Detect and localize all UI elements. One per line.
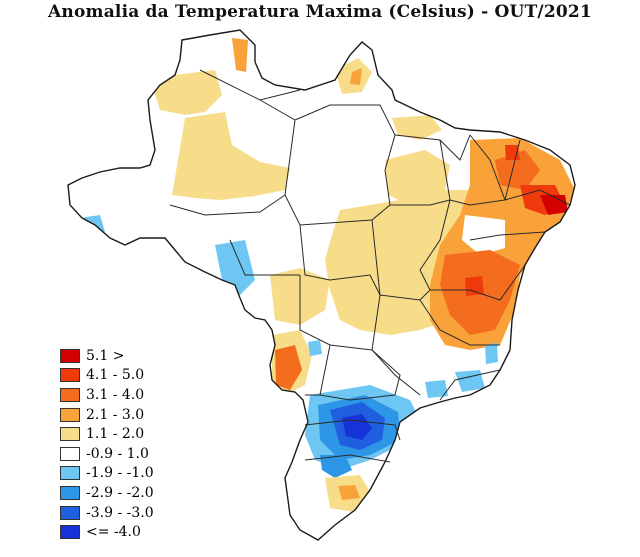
legend-item: -2.9 - -2.0 [60, 483, 154, 503]
legend-item: 1.1 - 2.0 [60, 424, 154, 444]
anomaly-2-3-rs [338, 485, 360, 500]
anomaly-fields [80, 38, 575, 512]
map-title: Anomalia da Temperatura Maxima (Celsius)… [48, 2, 592, 22]
legend-label: 4.1 - 5.0 [86, 367, 145, 384]
legend-swatch [60, 368, 80, 383]
legend-label: 1.1 - 2.0 [86, 426, 145, 443]
anomaly-minus1-2-go [308, 340, 322, 356]
legend-label: -1.9 - -1.0 [86, 465, 154, 482]
legend-swatch [60, 505, 80, 520]
legend-swatch [60, 407, 80, 422]
anomaly-2-3-amapa [350, 68, 362, 85]
anomaly-1-2-amazon-center [172, 112, 290, 200]
anomaly-minus1-2-sp [425, 380, 448, 398]
anomaly-minus1-2-es [485, 343, 498, 364]
legend-label: 5.1 > [86, 347, 125, 364]
legend-item: -0.9 - 1.0 [60, 444, 154, 464]
legend-item: 2.1 - 3.0 [60, 405, 154, 425]
legend-item: -3.9 - -3.0 [60, 503, 154, 523]
legend-label: 3.1 - 4.0 [86, 386, 145, 403]
anomaly-4-5-bahia-spot [465, 276, 484, 296]
legend-item: <= -4.0 [60, 522, 154, 542]
anomaly-1-2-maranhao [385, 150, 450, 205]
legend: 5.1 > 4.1 - 5.0 3.1 - 4.0 2.1 - 3.0 1.1 - 2.… [60, 346, 154, 542]
legend-swatch [60, 427, 80, 442]
anomaly-1-2-amazon-north [150, 70, 222, 115]
anomaly-minus1-2-sc [320, 455, 352, 478]
legend-item: 5.1 > [60, 346, 154, 366]
legend-label: -0.9 - 1.0 [86, 445, 149, 462]
legend-swatch [60, 525, 80, 540]
legend-swatch [60, 446, 80, 461]
legend-item: 4.1 - 5.0 [60, 366, 154, 386]
legend-item: 3.1 - 4.0 [60, 385, 154, 405]
legend-label: 2.1 - 3.0 [86, 406, 145, 423]
legend-label: <= -4.0 [86, 524, 141, 541]
anomaly-3-4-ms-west [275, 345, 302, 390]
legend-label: -2.9 - -2.0 [86, 484, 154, 501]
anomaly-2-3-roraima [232, 38, 248, 72]
legend-label: -3.9 - -3.0 [86, 504, 154, 521]
legend-swatch [60, 387, 80, 402]
legend-swatch [60, 348, 80, 363]
state-borders [169, 69, 571, 463]
legend-swatch [60, 466, 80, 481]
anomaly-1-2-northeast-inner [462, 215, 505, 255]
legend-item: -1.9 - -1.0 [60, 464, 154, 484]
anomaly-1-2-para-coast [392, 115, 442, 140]
legend-swatch [60, 485, 80, 500]
